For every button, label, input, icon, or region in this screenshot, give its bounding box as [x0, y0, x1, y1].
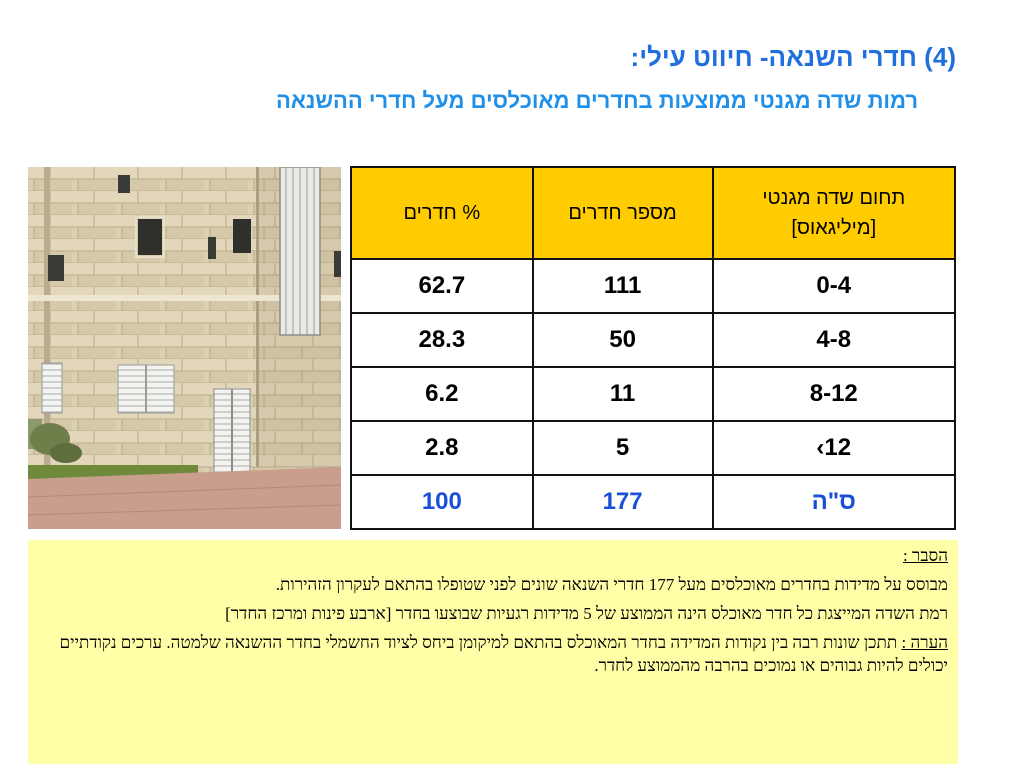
magnetic-field-table: תחום שדה מגנטי [מיליגאוס] מספר חדרים % ח…: [350, 166, 957, 530]
header-field-range-line1: תחום שדה מגנטי: [762, 187, 906, 209]
cell-total-percent: 100: [350, 474, 534, 530]
cell-range: 4-8: [711, 312, 957, 368]
cell-range: 0-4: [711, 258, 957, 314]
table-header-row: תחום שדה מגנטי [מיליגאוס] מספר חדרים % ח…: [350, 166, 957, 260]
cell-count: 111: [531, 258, 714, 314]
cell-range: 12›: [711, 420, 957, 476]
header-room-percent: % חדרים: [350, 166, 534, 260]
table-row: 4-8 50 28.3: [350, 312, 957, 368]
page-subtitle: רמות שדה מגנטי ממוצעות בחדרים מאוכלסים מ…: [275, 88, 918, 113]
explanation-paragraph-2: רמת השדה המייצגת כל חדר מאוכלס הינה הממו…: [225, 604, 948, 623]
header-field-range-unit: [מיליגאוס]: [791, 217, 877, 239]
table-row: 12› 5 2.8: [350, 420, 957, 476]
explanation-box: הסבר : מבוסס על מדידות בחדרים מאוכלסים מ…: [28, 540, 958, 764]
building-photo: [28, 167, 341, 529]
building-photo-image: [28, 167, 341, 529]
cell-total-count: 177: [531, 474, 714, 530]
remark-paragraph: הערה : תתכן שונות רבה בין נקודות המדידה …: [40, 631, 948, 677]
cell-percent: 2.8: [350, 420, 534, 476]
cell-percent: 62.7: [350, 258, 534, 314]
page-title: (4) חדרי השנאה- חיווט עילי:: [630, 42, 956, 72]
cell-count: 11: [531, 366, 714, 422]
remark-label: הערה :: [901, 633, 948, 652]
cell-count: 5: [531, 420, 714, 476]
header-field-range: תחום שדה מגנטי [מיליגאוס]: [711, 166, 957, 260]
cell-percent: 6.2: [350, 366, 534, 422]
table-row: 8-12 11 6.2: [350, 366, 957, 422]
header-room-count: מספר חדרים: [531, 166, 714, 260]
cell-total-label: ס"ה: [711, 474, 957, 530]
cell-percent: 28.3: [350, 312, 534, 368]
explanation-label: הסבר :: [903, 546, 948, 565]
cell-count: 50: [531, 312, 714, 368]
remark-text: תתכן שונות רבה בין נקודות המדידה בחדר המ…: [59, 633, 948, 675]
table-row: 0-4 111 62.7: [350, 258, 957, 314]
cell-range: 8-12: [711, 366, 957, 422]
explanation-paragraph-1: מבוסס על מדידות בחדרים מאוכלסים מעל 177 …: [275, 575, 948, 594]
table-total-row: ס"ה 177 100: [350, 474, 957, 530]
